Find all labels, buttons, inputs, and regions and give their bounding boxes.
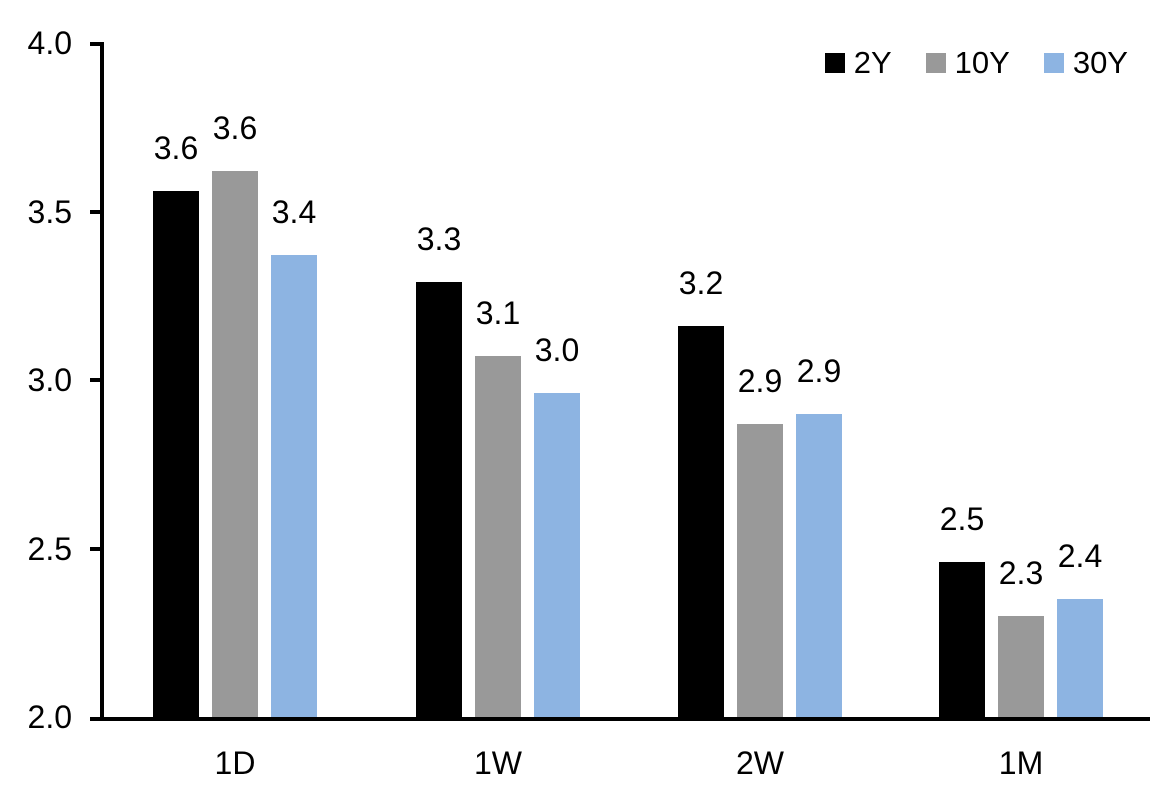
x-category-label-1w: 1W <box>474 745 522 781</box>
bar-value-label-2y-2w: 3.2 <box>678 265 724 301</box>
y-tick-mark-4.0 <box>90 42 104 46</box>
bar-10y-2w <box>737 424 783 717</box>
y-tick-mark-2.5 <box>90 547 104 551</box>
bar-10y-1d <box>212 171 258 717</box>
bar-value-label-10y-1m: 2.3 <box>998 555 1044 591</box>
bar-2y-1d <box>153 191 199 717</box>
bar-value-label-10y-2w: 2.9 <box>737 363 783 399</box>
bar-value-label-2y-1d: 3.6 <box>153 130 199 166</box>
bar-value-label-2y-1w: 3.3 <box>416 221 462 257</box>
legend-item-30y: 30Y <box>1043 45 1128 80</box>
bar-2y-1m <box>939 562 985 717</box>
bar-2y-2w <box>678 326 724 717</box>
y-tick-mark-3.0 <box>90 378 104 382</box>
y-tick-label-4.0: 4.0 <box>27 25 72 61</box>
bar-value-label-30y-1w: 3.0 <box>534 332 580 368</box>
bar-value-label-30y-2w: 2.9 <box>796 353 842 389</box>
y-tick-label-3.5: 3.5 <box>27 194 72 230</box>
bar-30y-1d <box>271 255 317 717</box>
x-axis-line <box>100 717 1150 721</box>
bar-value-label-10y-1d: 3.6 <box>212 110 258 146</box>
y-tick-mark-3.5 <box>90 210 104 214</box>
bar-2y-1w <box>416 282 462 717</box>
bar-10y-1m <box>998 616 1044 717</box>
legend-label-30y: 30Y <box>1072 45 1128 80</box>
bar-value-label-30y-1m: 2.4 <box>1057 538 1103 574</box>
legend-swatch-2y-icon <box>824 53 845 73</box>
y-tick-label-2.0: 2.0 <box>27 699 72 735</box>
legend-swatch-10y-icon <box>925 53 946 73</box>
bar-value-label-30y-1d: 3.4 <box>271 194 317 230</box>
legend-item-10y: 10Y <box>925 45 1010 80</box>
y-tick-label-2.5: 2.5 <box>27 531 72 567</box>
bar-30y-2w <box>796 414 842 717</box>
bar-10y-1w <box>475 356 521 717</box>
x-category-label-1d: 1D <box>214 745 256 781</box>
y-tick-label-3.0: 3.0 <box>27 362 72 398</box>
legend-swatch-30y-icon <box>1043 53 1064 73</box>
bar-30y-1m <box>1057 599 1103 717</box>
y-tick-mark-2.0 <box>90 717 104 721</box>
legend-item-2y: 2Y <box>824 45 892 80</box>
x-category-label-2w: 2W <box>736 745 784 781</box>
legend-label-2y: 2Y <box>853 45 892 80</box>
legend-label-10y: 10Y <box>954 45 1010 80</box>
y-axis-line <box>100 42 104 721</box>
bar-value-label-10y-1w: 3.1 <box>475 295 521 331</box>
bar-30y-1w <box>534 393 580 717</box>
legend: 2Y 10Y 30Y <box>824 45 1128 80</box>
bar-value-label-2y-1m: 2.5 <box>939 501 985 537</box>
x-category-label-1m: 1M <box>998 745 1044 781</box>
